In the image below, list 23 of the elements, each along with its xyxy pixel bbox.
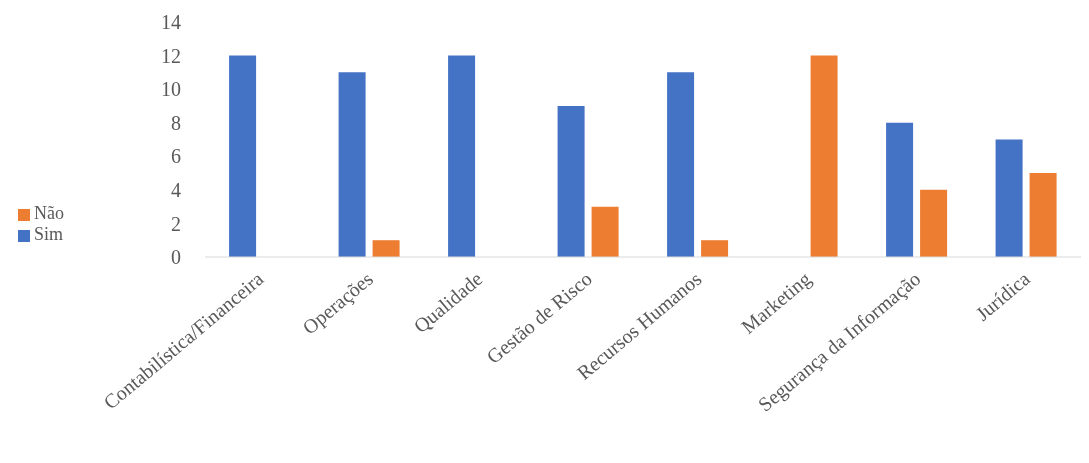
bar [448,55,476,257]
legend-label: Não [34,203,64,223]
bar [886,122,914,257]
bar [667,72,695,257]
bar [701,240,729,257]
y-tick-label: 14 [161,11,181,34]
bar [591,206,619,257]
y-tick-label: 6 [171,145,181,168]
bar [557,105,585,257]
bar [229,55,257,257]
bar [920,189,948,257]
y-tick-label: 12 [161,44,181,67]
y-tick-label: 0 [171,246,181,269]
bar [372,240,400,257]
bar [995,139,1023,257]
bar [810,55,838,257]
bar [1029,173,1057,257]
legend-label: Sim [34,224,64,244]
y-tick-label: 8 [171,111,181,134]
y-tick-label: 10 [161,78,181,101]
y-tick-label: 2 [171,212,181,235]
y-tick-label: 4 [171,178,181,201]
bar [338,72,366,257]
